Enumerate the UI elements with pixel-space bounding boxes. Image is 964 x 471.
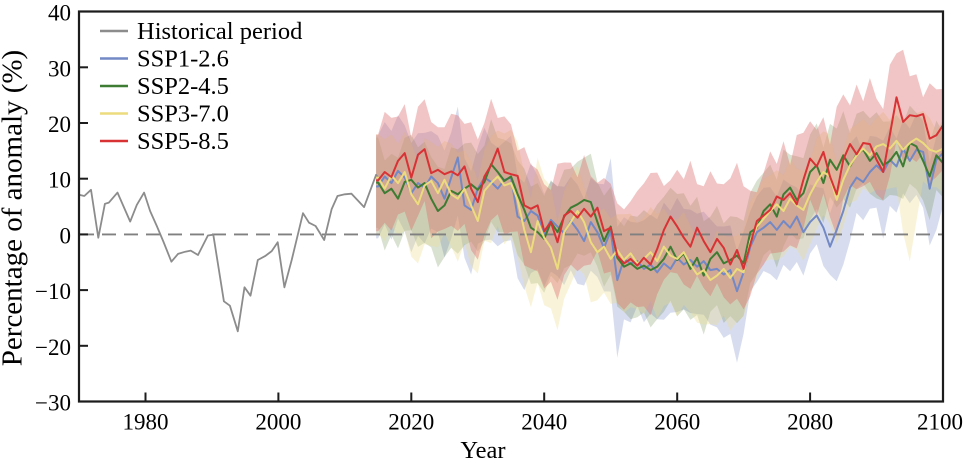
svg-text:Year: Year — [460, 437, 505, 464]
svg-text:−30: −30 — [35, 391, 71, 416]
svg-text:2000: 2000 — [255, 410, 301, 435]
svg-text:−10: −10 — [35, 279, 71, 304]
svg-text:30: 30 — [48, 56, 71, 81]
svg-text:Percentage of anomaly (%): Percentage of anomaly (%) — [0, 50, 29, 366]
svg-text:2060: 2060 — [654, 410, 700, 435]
svg-text:SSP3-7.0: SSP3-7.0 — [137, 101, 229, 128]
svg-text:20: 20 — [48, 112, 71, 137]
svg-text:SSP5-8.5: SSP5-8.5 — [137, 128, 229, 155]
svg-text:2040: 2040 — [521, 410, 567, 435]
svg-text:40: 40 — [48, 1, 71, 26]
svg-text:SSP2-4.5: SSP2-4.5 — [137, 73, 229, 100]
svg-text:10: 10 — [48, 168, 71, 193]
svg-text:Historical period: Historical period — [137, 18, 302, 45]
svg-text:−20: −20 — [35, 335, 71, 360]
svg-text:SSP1-2.6: SSP1-2.6 — [137, 46, 229, 73]
svg-text:2100: 2100 — [917, 410, 963, 435]
svg-text:2080: 2080 — [787, 410, 833, 435]
svg-text:2020: 2020 — [388, 410, 434, 435]
svg-text:1980: 1980 — [123, 410, 169, 435]
svg-text:0: 0 — [60, 223, 72, 248]
